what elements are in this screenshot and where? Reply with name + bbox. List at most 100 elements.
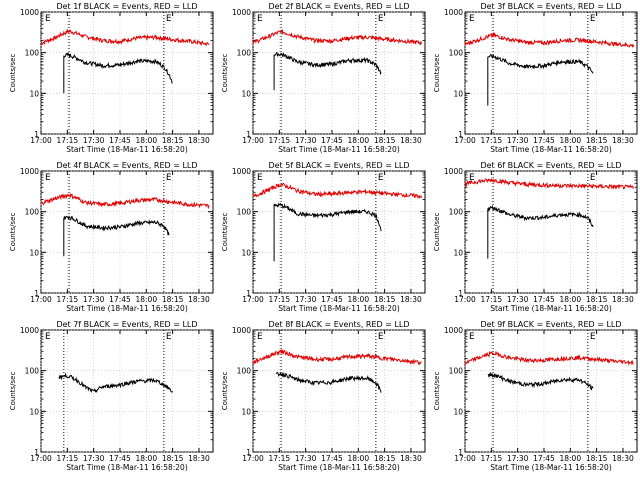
y-tick-label: 1000	[20, 326, 39, 335]
plot-frame	[252, 170, 426, 294]
x-tick-label: 17:00	[242, 136, 264, 145]
x-tick-label: 17:00	[454, 295, 476, 304]
plot-frame	[252, 11, 426, 135]
lld-series-line	[464, 177, 634, 190]
flag-marker: E	[378, 173, 384, 183]
panel-title: Det 2f BLACK = Events, RED = LLD	[268, 2, 409, 11]
x-tick-label: 17:15	[481, 454, 503, 463]
x-tick-label: 17:00	[242, 295, 264, 304]
x-axis-label: Start Time (18-Mar-11 16:58:20)	[66, 463, 188, 472]
lld-series-line	[464, 31, 634, 48]
x-tick-label: 17:30	[83, 295, 105, 304]
x-tick-label: 18:30	[400, 454, 422, 463]
x-tick-label: 17:00	[454, 454, 476, 463]
x-tick-label: 18:00	[347, 454, 369, 463]
x-tick-label: 17:45	[109, 136, 131, 145]
y-axis-label: Counts/sec	[9, 372, 17, 411]
x-tick-label: 18:00	[559, 136, 581, 145]
flag-marker: E	[469, 14, 475, 24]
flag-marker: E	[257, 332, 263, 342]
y-tick-label: 10	[453, 89, 463, 98]
x-tick-label: 18:30	[400, 136, 422, 145]
x-tick-label: 17:15	[269, 295, 291, 304]
x-axis-label: Start Time (18-Mar-11 16:58:20)	[490, 463, 612, 472]
x-tick-label: 17:45	[321, 295, 343, 304]
x-axis-label: Start Time (18-Mar-11 16:58:20)	[66, 304, 188, 313]
panel-det-7: Det 7f BLACK = Events, RED = LLD 17:00 17:…	[9, 320, 214, 472]
x-tick-label: 17:45	[109, 295, 131, 304]
flag-marker: E	[45, 332, 51, 342]
y-tick-label: 100	[237, 367, 252, 376]
panel-title: Det 4f BLACK = Events, RED = LLD	[56, 161, 197, 170]
x-tick-label: 17:30	[295, 295, 317, 304]
x-tick-label: 17:30	[507, 136, 529, 145]
flag-marker: E	[45, 14, 51, 24]
panel-title: Det 7f BLACK = Events, RED = LLD	[56, 320, 197, 329]
panel-det-4: Det 4f BLACK = Events, RED = LLD 17:00 17:…	[9, 161, 214, 313]
x-tick-label: 18:00	[135, 295, 157, 304]
events-series-line	[63, 215, 170, 257]
plot-frame	[464, 11, 638, 135]
y-tick-label: 1	[34, 448, 39, 457]
lld-series-line	[464, 350, 634, 366]
y-tick-label: 100	[25, 49, 40, 58]
x-tick-label: 18:30	[612, 454, 634, 463]
y-axis-label: Counts/sec	[221, 372, 229, 411]
y-tick-label: 100	[237, 208, 252, 217]
x-tick-label: 17:15	[57, 136, 79, 145]
x-tick-label: 17:30	[507, 295, 529, 304]
plot-frame	[252, 329, 426, 453]
lld-series-line	[252, 182, 422, 200]
x-axis-label: Start Time (18-Mar-11 16:58:20)	[490, 304, 612, 313]
x-tick-label: 18:00	[347, 295, 369, 304]
y-tick-label: 1	[34, 289, 39, 298]
x-tick-label: 18:00	[135, 454, 157, 463]
y-tick-label: 10	[453, 407, 463, 416]
x-tick-label: 18:30	[612, 295, 634, 304]
y-tick-label: 100	[237, 49, 252, 58]
flag-marker: E	[378, 14, 384, 24]
y-tick-label: 10	[453, 248, 463, 257]
events-series-line	[487, 371, 594, 391]
flag-marker: E	[166, 173, 172, 183]
events-series-line	[58, 372, 173, 394]
y-tick-label: 10	[241, 248, 251, 257]
y-tick-label: 1	[246, 289, 251, 298]
y-tick-label: 100	[25, 208, 40, 217]
lld-series-line	[252, 29, 422, 46]
panel-title: Det 3f BLACK = Events, RED = LLD	[480, 2, 621, 11]
y-tick-label: 1	[458, 130, 463, 139]
x-tick-label: 18:15	[586, 295, 608, 304]
y-axis-label: Counts/sec	[433, 54, 441, 93]
flag-marker: E	[590, 173, 596, 183]
x-tick-label: 17:00	[242, 454, 264, 463]
y-tick-label: 1000	[444, 167, 463, 176]
y-axis-label: Counts/sec	[433, 213, 441, 252]
flag-marker: E	[590, 332, 596, 342]
y-axis-label: Counts/sec	[9, 213, 17, 252]
x-tick-label: 18:15	[162, 454, 184, 463]
y-tick-label: 1	[246, 448, 251, 457]
x-tick-label: 18:15	[374, 454, 396, 463]
panel-title: Det 9f BLACK = Events, RED = LLD	[480, 320, 621, 329]
x-tick-label: 18:15	[586, 136, 608, 145]
x-tick-label: 17:15	[57, 295, 79, 304]
panel-det-2: Det 2f BLACK = Events, RED = LLD 17:00 17:…	[221, 2, 426, 154]
x-tick-label: 17:15	[481, 136, 503, 145]
flag-marker: E	[166, 14, 172, 24]
x-tick-label: 18:15	[162, 295, 184, 304]
x-tick-label: 17:45	[109, 454, 131, 463]
y-tick-label: 100	[25, 367, 40, 376]
panel-det-6: Det 6f BLACK = Events, RED = LLD 17:00 17:…	[433, 161, 638, 313]
x-tick-label: 18:15	[162, 136, 184, 145]
y-tick-label: 1000	[444, 326, 463, 335]
plot-frame	[464, 170, 638, 294]
lld-series-line	[252, 348, 422, 366]
x-tick-label: 18:30	[188, 136, 210, 145]
flag-marker: E	[45, 173, 51, 183]
y-tick-label: 100	[449, 49, 464, 58]
y-tick-label: 1	[458, 448, 463, 457]
x-tick-label: 17:30	[295, 454, 317, 463]
x-tick-label: 17:30	[507, 454, 529, 463]
